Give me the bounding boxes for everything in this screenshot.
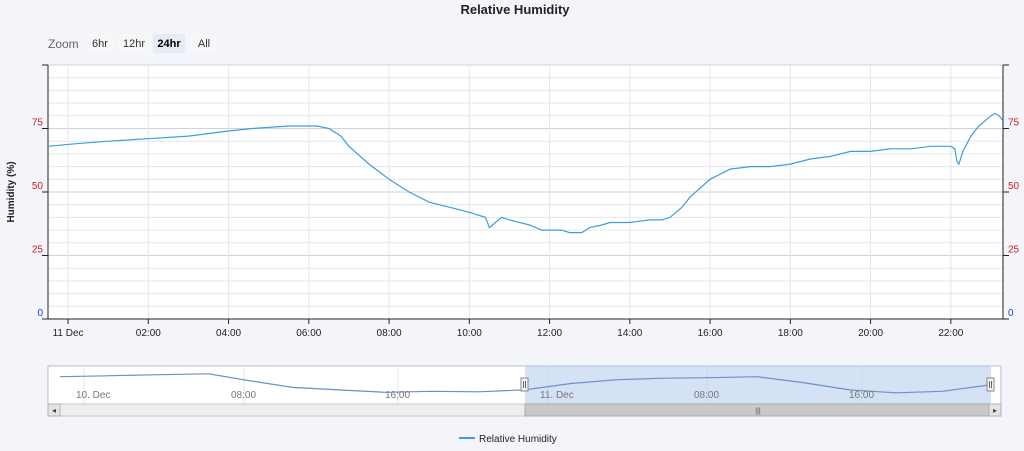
zoom-button-label: 6hr [92, 38, 108, 50]
y-tick-label-right: 50 [1008, 181, 1020, 192]
navigator-label: 16:00 [385, 390, 410, 401]
x-tick-label: 08:00 [377, 328, 402, 339]
navigator-handle-right[interactable] [986, 377, 995, 392]
y-tick-label-right: 0 [1008, 308, 1014, 319]
scroll-right-arrow-icon: ▸ [993, 406, 997, 415]
legend[interactable]: Relative Humidity [459, 434, 557, 445]
y-axis-label: Humidity (%) [6, 161, 17, 222]
zoom-button-label: 12hr [123, 38, 145, 50]
zoom-button-label: 24hr [157, 38, 181, 50]
x-tick-label: 12:00 [537, 328, 562, 339]
y-tick-label-right: 25 [1008, 245, 1020, 256]
zoom-button-24hr[interactable]: 24hr [153, 34, 185, 53]
zoom-button-6hr[interactable]: 6hr [86, 34, 114, 53]
y-tick-label-left: 0 [37, 308, 43, 319]
zoom-button-all[interactable]: All [191, 34, 217, 53]
series-line-relative-humidity [47, 112, 1004, 234]
scrollbar-right-button[interactable] [988, 403, 1002, 417]
scroll-left-arrow-icon: ◂ [52, 406, 56, 415]
x-tick-label: 10:00 [457, 328, 482, 339]
navigator-selection[interactable] [525, 366, 991, 404]
scrollbar-left-button[interactable] [47, 403, 61, 417]
navigator-labels: 10. Dec 08:00 16:00 11. Dec 08:00 16:00 [76, 390, 874, 401]
x-tick-label: 22:00 [938, 328, 963, 339]
zoom-label: Zoom [48, 37, 79, 51]
x-ticks: 11 Dec 02:00 04:00 06:00 08:00 10:00 12:00 14:0… [53, 319, 964, 339]
zoom-button-12hr[interactable]: 12hr [117, 34, 151, 53]
y-tick-label-right: 75 [1008, 118, 1020, 129]
x-tick-label: 04:00 [216, 328, 241, 339]
zoom-button-label: All [198, 38, 210, 50]
scrollbar-grip: ||| [755, 408, 761, 415]
y-tick-label-left: 75 [32, 118, 44, 129]
navigator-label: 11. Dec [540, 390, 574, 401]
x-tick-label: 20:00 [858, 328, 883, 339]
x-tick-label: 16:00 [698, 328, 723, 339]
navigator-label: 16:00 [849, 390, 874, 401]
legend-label: Relative Humidity [479, 434, 557, 445]
y-tick-label-left: 50 [32, 181, 44, 192]
navigator-label: 08:00 [231, 390, 256, 401]
chart-title: Relative Humidity [460, 2, 570, 17]
grid [48, 64, 1003, 320]
x-tick-label: 11 Dec [53, 328, 84, 339]
navigator-label: 08:00 [694, 390, 719, 401]
x-tick-label: 02:00 [136, 328, 161, 339]
x-tick-label: 18:00 [778, 328, 803, 339]
x-tick-label: 14:00 [617, 328, 642, 339]
x-tick-label: 06:00 [296, 328, 321, 339]
navigator-handle-left[interactable] [520, 377, 529, 392]
navigator-label: 10. Dec [76, 390, 110, 401]
y-ticks-left: 0 25 50 75 [32, 118, 48, 320]
zoom-buttons: 6hr 12hr 24hr All [86, 34, 217, 53]
y-ticks-right: 0 25 50 75 [1003, 118, 1020, 320]
y-tick-label-left: 25 [32, 245, 44, 256]
